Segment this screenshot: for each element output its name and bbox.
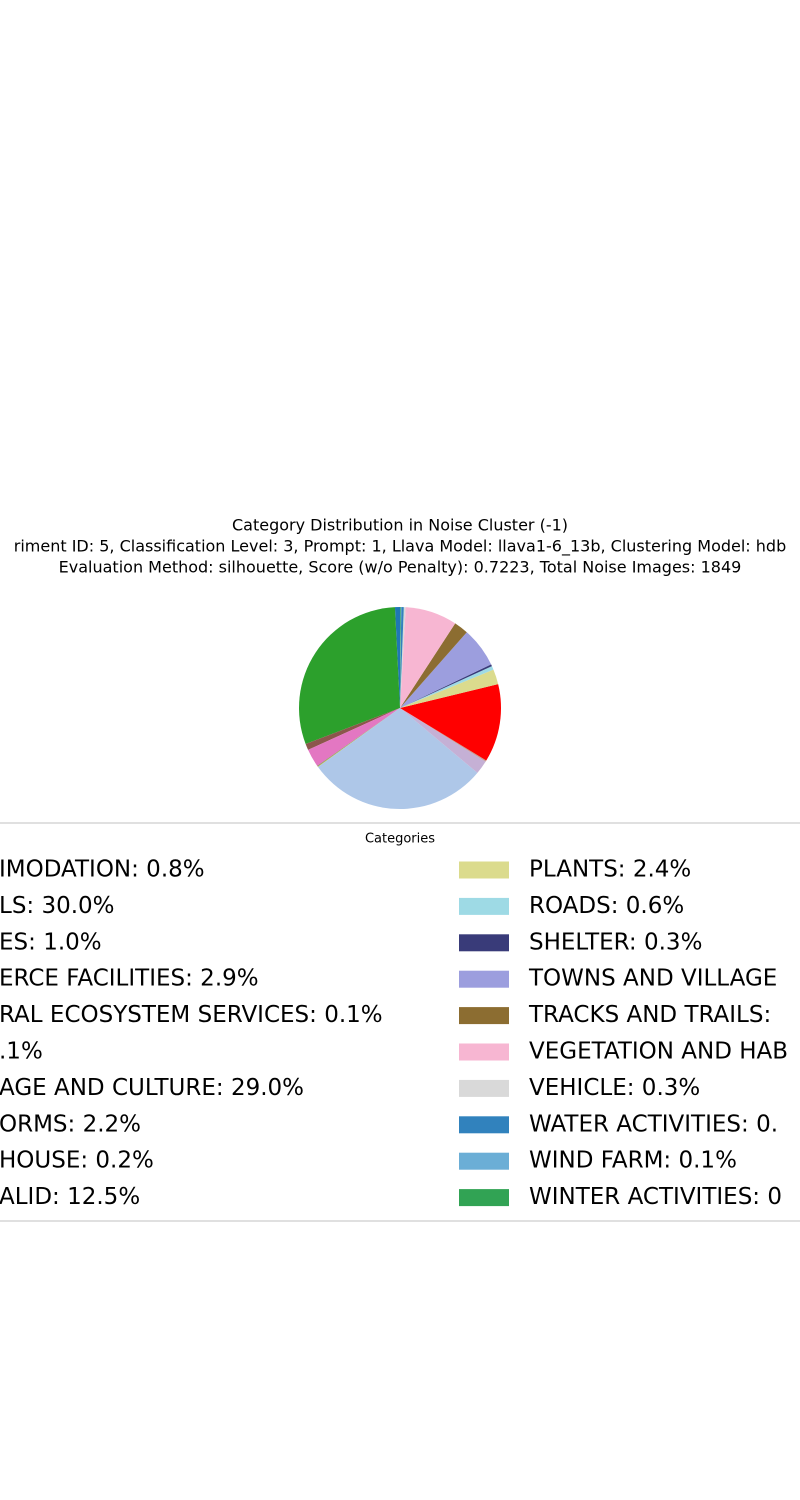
legend-swatch [459,1007,509,1025]
legend-label: RAL ECOSYSTEM SERVICES: 0.1% [0,1002,383,1028]
pie-slice [298,607,400,744]
chart-subtitle: riment ID: 5, Classification Level: 3, P… [14,537,786,557]
legend-swatch [459,970,509,988]
pie-slice [400,684,501,761]
legend-label: ERCE FACILITIES: 2.9% [0,966,259,992]
legend-label: ES: 1.0% [0,929,102,955]
pie-slice [400,607,401,708]
pie-slice [400,664,492,708]
legend-label: .1% [0,1039,43,1065]
chart-subtitle: Evaluation Method: silhouette, Score (w/… [59,558,742,577]
legend-swatch [459,1043,509,1061]
legend-title: Categories [365,832,435,847]
legend-label: WATER ACTIVITIES: 0. [529,1111,778,1137]
legend-swatch [459,1152,509,1170]
pie-slice [317,708,478,809]
pie-slice [400,623,467,708]
legend-label: ORMS: 2.2% [0,1111,141,1137]
legend-swatch [459,934,509,952]
legend-swatch [459,1116,509,1134]
legend-label: PLANTS: 2.4% [529,857,691,883]
chart-title: Category Distribution in Noise Cluster (… [232,516,568,535]
pie-slice [400,632,492,708]
pie-slice [400,607,456,708]
legend-label: VEGETATION AND HAB [529,1039,788,1065]
legend-label: WINTER ACTIVITIES: 0 [529,1184,782,1210]
pie-slice [400,708,486,773]
legend-label: TOWNS AND VILLAGE [528,966,777,992]
legend-label: SHELTER: 0.3% [529,929,702,955]
legend-label: HOUSE: 0.2% [0,1148,154,1174]
pie-slice [305,708,400,750]
pie-slice [400,669,499,708]
legend-swatch [459,1189,509,1207]
pie-slice [400,666,494,708]
legend-label: IMODATION: 0.8% [0,857,205,883]
pie-slice [400,708,487,762]
pie-slice [400,607,402,708]
pie-slice [400,607,404,708]
pie-slice [317,708,400,767]
pie-slice [394,607,400,708]
legend-label: TRACKS AND TRAILS: [528,1002,771,1028]
legend-swatch [459,897,509,915]
pie-slice [308,708,400,766]
legend-label: WIND FARM: 0.1% [529,1148,737,1174]
pie-slice [317,708,400,767]
legend-label: ROADS: 0.6% [529,893,684,919]
legend-label: ALID: 12.5% [0,1184,140,1210]
legend-swatch [459,861,509,879]
legend-label: AGE AND CULTURE: 29.0% [0,1075,304,1101]
pie-slice [400,607,406,708]
legend-label: VEHICLE: 0.3% [529,1075,700,1101]
legend-label: LS: 30.0% [0,893,115,919]
legend-swatch [459,1079,509,1097]
